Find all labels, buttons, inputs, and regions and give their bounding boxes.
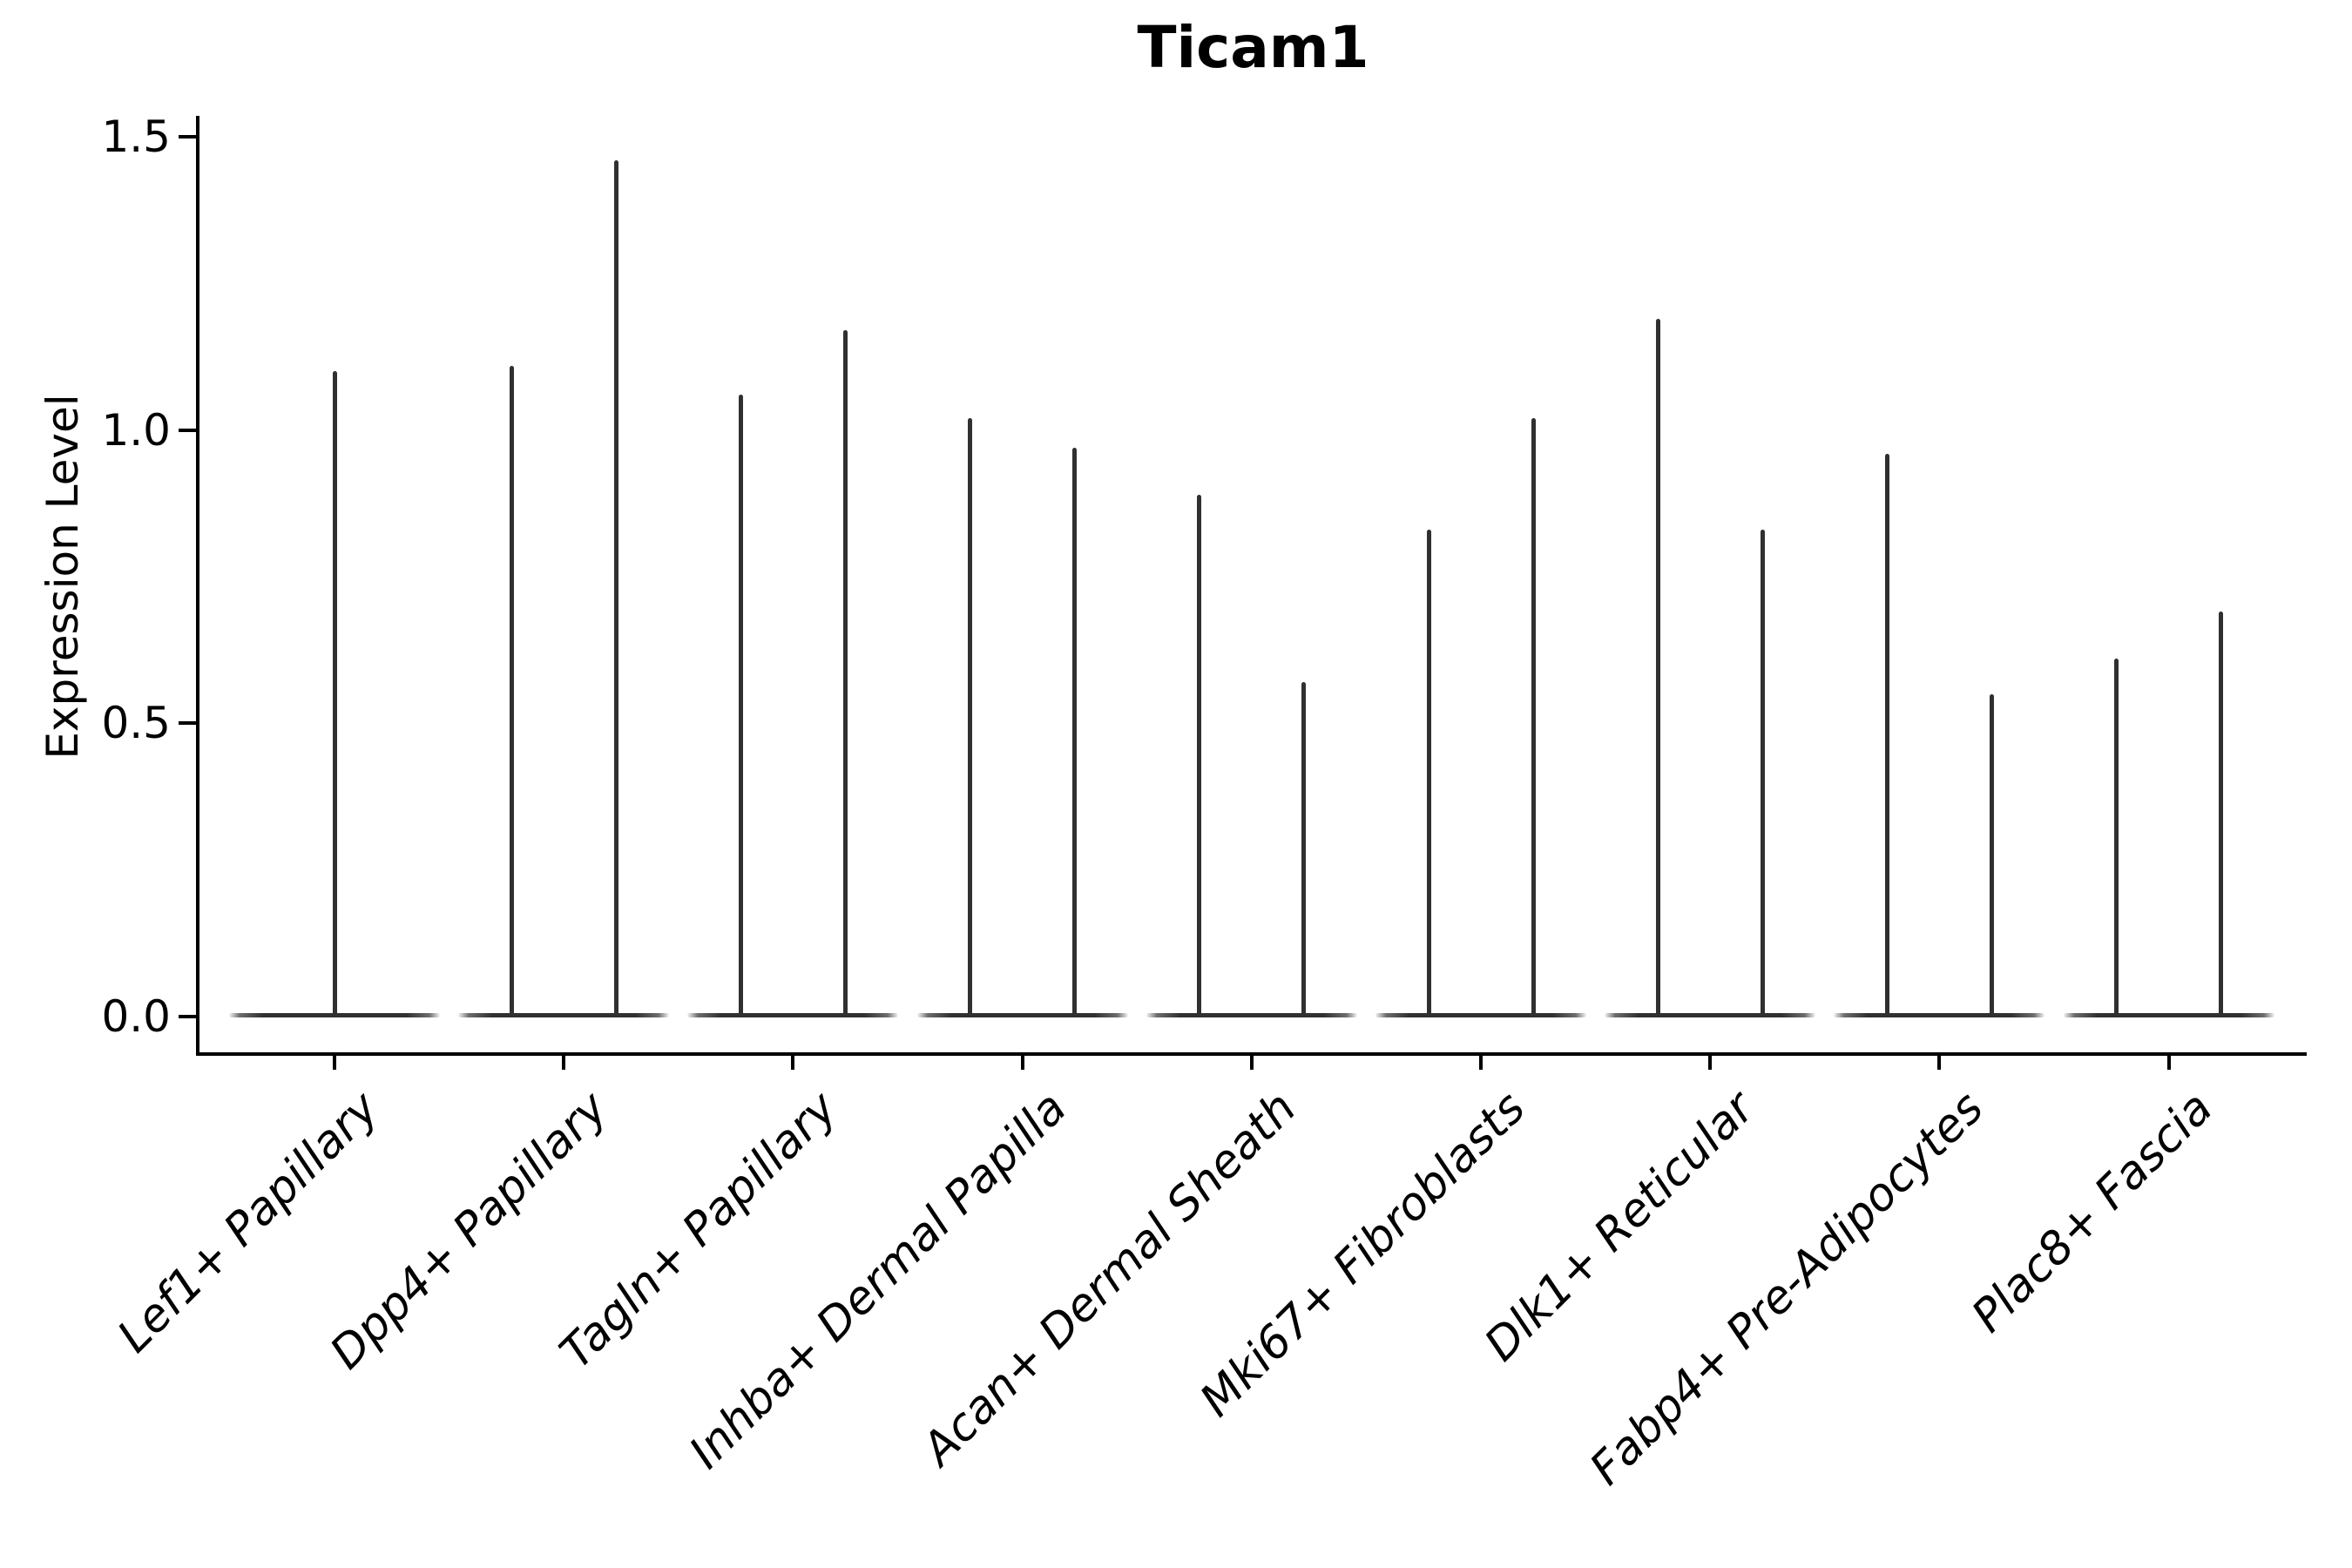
violin-spike bbox=[509, 365, 514, 1017]
x-tick-mark bbox=[1020, 1056, 1024, 1070]
chart-title: Ticam1 bbox=[1137, 14, 1369, 81]
x-tick-label: Fabp4+ Pre-Adipocytes bbox=[1580, 1082, 1994, 1496]
violin-spike bbox=[842, 330, 848, 1017]
y-tick-mark bbox=[179, 135, 198, 139]
violin-spike bbox=[2114, 659, 2119, 1017]
y-tick-mark bbox=[179, 721, 198, 726]
x-tick-mark bbox=[1479, 1056, 1483, 1070]
x-tick-mark bbox=[791, 1056, 795, 1070]
x-tick-mark bbox=[1708, 1056, 1713, 1070]
y-tick-mark bbox=[179, 428, 198, 432]
violin-base bbox=[1834, 1013, 2045, 1017]
violin-base bbox=[916, 1013, 1128, 1017]
y-tick-label: 0.0 bbox=[101, 991, 171, 1042]
y-tick-label: 1.5 bbox=[101, 112, 171, 163]
violin-spike bbox=[1655, 318, 1660, 1017]
violin-spike bbox=[613, 159, 618, 1017]
violin-base bbox=[1605, 1013, 1816, 1017]
violin-spike bbox=[1884, 453, 1889, 1017]
violin-spike bbox=[1072, 447, 1078, 1017]
violin-spike bbox=[1426, 530, 1431, 1017]
y-tick-label: 0.5 bbox=[101, 698, 171, 749]
violin-spike bbox=[1301, 682, 1307, 1017]
x-axis-spine bbox=[196, 1052, 2307, 1056]
violin-spike bbox=[738, 395, 743, 1017]
x-tick-mark bbox=[1249, 1056, 1254, 1070]
x-tick-label: Acan+ Dermal Sheath bbox=[912, 1082, 1307, 1476]
violin-base bbox=[687, 1013, 899, 1017]
x-tick-mark bbox=[562, 1056, 566, 1070]
violin-spike bbox=[2219, 612, 2224, 1017]
y-axis-spine bbox=[196, 116, 199, 1056]
violin-base bbox=[1375, 1013, 1586, 1017]
x-tick-mark bbox=[333, 1056, 336, 1070]
violin-spike bbox=[1197, 494, 1202, 1017]
violin-spike bbox=[332, 371, 337, 1017]
violin-spike bbox=[1989, 693, 1994, 1017]
x-tick-label: Inhba+ Dermal Papilla bbox=[679, 1082, 1078, 1479]
violin-base bbox=[458, 1013, 670, 1017]
violin-spike bbox=[968, 418, 973, 1017]
y-tick-mark bbox=[179, 1015, 198, 1018]
violin-spike bbox=[1531, 418, 1536, 1017]
violin-base bbox=[1146, 1013, 1357, 1017]
x-tick-label: Plac8+ Fascia bbox=[1962, 1082, 2224, 1343]
x-tick-mark bbox=[1937, 1056, 1942, 1070]
violin-spike bbox=[1760, 530, 1765, 1017]
x-tick-mark bbox=[2166, 1056, 2171, 1070]
violin-base bbox=[2063, 1013, 2274, 1017]
y-tick-label: 1.0 bbox=[101, 404, 171, 456]
